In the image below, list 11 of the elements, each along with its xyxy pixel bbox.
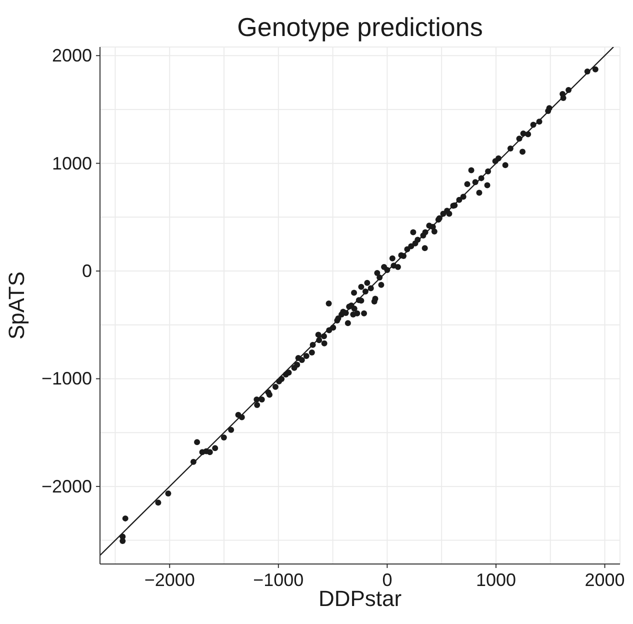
x-tick-label: −2000 [144, 570, 195, 590]
chart-title: Genotype predictions [236, 12, 484, 43]
x-tick-label: 1000 [476, 570, 516, 590]
y-tick-label: −2000 [41, 476, 92, 496]
y-axis-title: SpATS [4, 271, 29, 340]
x-tick-label: 2000 [584, 570, 625, 590]
y-tick-label: 0 [82, 261, 92, 282]
y-tick-label: 1000 [52, 153, 92, 174]
x-tick-label: −1000 [253, 570, 304, 590]
y-tick-label: 2000 [52, 46, 92, 66]
y-tick-label: −1000 [41, 368, 92, 389]
